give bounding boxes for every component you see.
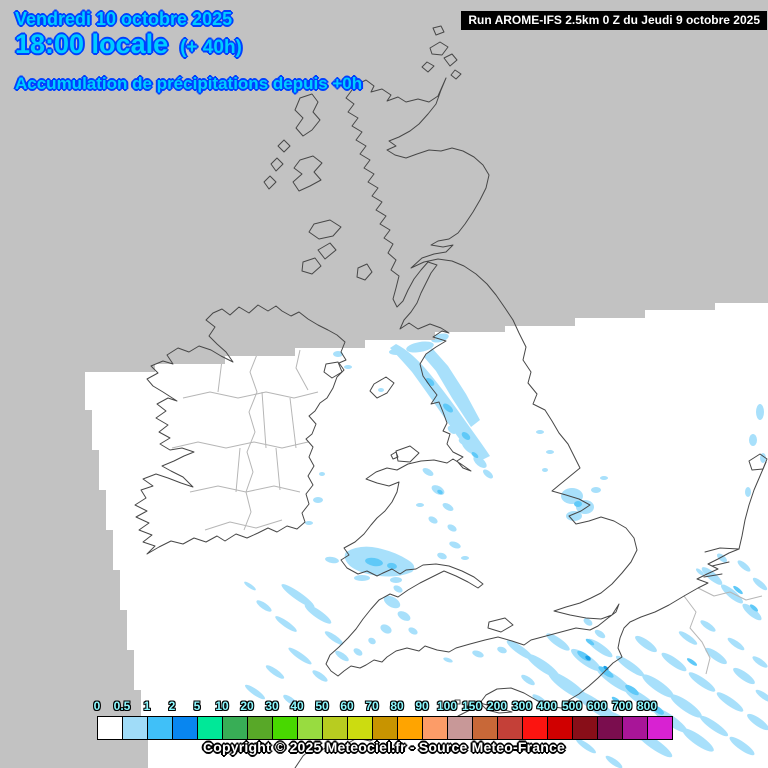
map-parameter-title: Accumulation de précipitations depuis +0… xyxy=(15,74,363,93)
legend-tick: 2 xyxy=(168,699,176,713)
legend-swatch xyxy=(297,716,323,740)
legend-tick: 5 xyxy=(193,699,201,713)
legend-tick: 500 xyxy=(561,699,583,713)
legend-swatch xyxy=(572,716,598,740)
legend-tick: 100 xyxy=(436,699,458,713)
region-borders xyxy=(171,329,763,675)
legend-tick: 0 xyxy=(93,699,101,713)
legend-tick: 60 xyxy=(340,699,354,713)
ireland-coast xyxy=(134,304,347,555)
legend-swatch xyxy=(397,716,423,740)
legend-tick: 150 xyxy=(461,699,483,713)
legend-tick: 30 xyxy=(265,699,279,713)
legend-swatch xyxy=(497,716,523,740)
legend-swatch xyxy=(247,716,273,740)
legend-swatch xyxy=(222,716,248,740)
forecast-time: 18:00 locale (+ 40h) xyxy=(15,29,242,60)
legend-tick: 300 xyxy=(511,699,533,713)
legend-swatch xyxy=(522,716,548,740)
legend-tick: 90 xyxy=(415,699,429,713)
legend-tick: 800 xyxy=(636,699,658,713)
legend-tick: 600 xyxy=(586,699,608,713)
legend-swatch xyxy=(122,716,148,740)
legend-tick: 40 xyxy=(290,699,304,713)
legend-tick: 400 xyxy=(536,699,558,713)
legend-tick: 20 xyxy=(240,699,254,713)
legend-tick: 50 xyxy=(315,699,329,713)
copyright-text: Copyright © 2025 Meteociel.fr - Source M… xyxy=(202,739,566,755)
legend-ticks: 0 0.5 1 2 5 10 20 30 40 50 60 70 80 90 100 150 200 300 400… xyxy=(93,699,697,713)
legend-swatch xyxy=(147,716,173,740)
legend-swatch xyxy=(422,716,448,740)
legend-swatch xyxy=(647,716,673,740)
isle-of-man-coast xyxy=(369,376,395,399)
legend-swatch xyxy=(272,716,298,740)
legend-tick: 200 xyxy=(486,699,508,713)
model-domain-area xyxy=(85,303,768,768)
legend-swatch xyxy=(322,716,348,740)
forecast-offset: (+ 40h) xyxy=(180,37,242,58)
legend-bar xyxy=(97,716,697,740)
legend-swatch xyxy=(472,716,498,740)
legend-swatch xyxy=(197,716,223,740)
great-britain-coast xyxy=(325,77,638,677)
legend-tick: 10 xyxy=(215,699,229,713)
legend-swatch xyxy=(372,716,398,740)
legend-swatch xyxy=(172,716,198,740)
model-run-info: Run AROME-IFS 2.5km 0 Z du Jeudi 9 octob… xyxy=(461,11,767,30)
legend-swatch xyxy=(347,716,373,740)
legend-tick: 1 xyxy=(143,699,151,713)
legend-swatch xyxy=(622,716,648,740)
legend-swatch xyxy=(447,716,473,740)
legend-tick: 700 xyxy=(611,699,633,713)
legend-tick: 0.5 xyxy=(113,699,131,713)
legend-tick: 80 xyxy=(390,699,404,713)
legend-swatch xyxy=(547,716,573,740)
forecast-date: Vendredi 10 octobre 2025 xyxy=(15,9,233,29)
forecast-time-value: 18:00 locale xyxy=(15,29,169,59)
legend-swatch xyxy=(597,716,623,740)
legend-tick: 70 xyxy=(365,699,379,713)
legend-swatch xyxy=(97,716,123,740)
